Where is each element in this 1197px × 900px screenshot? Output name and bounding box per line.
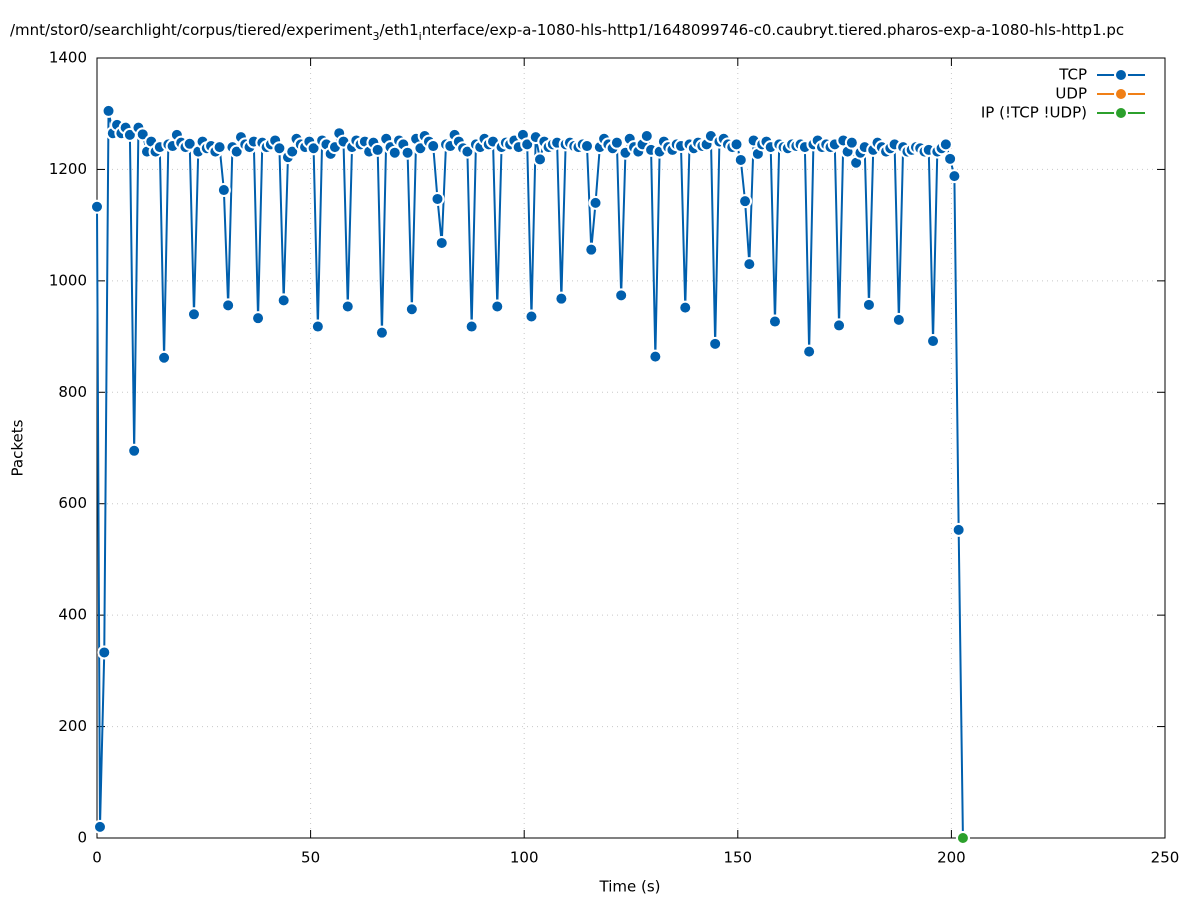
- title-part: /mnt/stor0/searchlight/corpus/tiered/exp…: [10, 21, 373, 39]
- data-point: [533, 152, 548, 167]
- data-point: [861, 297, 876, 312]
- y-tick-label: 800: [58, 383, 87, 401]
- title-part: 3: [372, 30, 379, 43]
- x-tick-label: 200: [937, 849, 966, 867]
- data-point: [157, 350, 172, 365]
- data-point: [584, 242, 599, 257]
- legend-label: UDP: [1055, 85, 1087, 103]
- data-point: [276, 293, 291, 308]
- data-point: [251, 311, 266, 326]
- data-point: [434, 235, 449, 250]
- data-point: [182, 136, 197, 151]
- data-point: [588, 195, 603, 210]
- x-axis-label: Time (s): [599, 878, 661, 896]
- data-point: [767, 314, 782, 329]
- data-point: [733, 152, 748, 167]
- data-point: [90, 199, 104, 214]
- data-point: [678, 300, 693, 315]
- data-point: [579, 139, 594, 154]
- data-point: [738, 194, 753, 209]
- x-tick-label: 0: [92, 849, 102, 867]
- y-tick-label: 1400: [49, 49, 87, 67]
- data-point: [648, 349, 663, 364]
- title-part: i: [419, 30, 422, 43]
- y-tick-label: 600: [58, 494, 87, 512]
- data-point: [490, 299, 505, 314]
- data-point: [97, 645, 112, 660]
- data-point: [404, 302, 419, 317]
- plot-border: [96, 57, 1166, 839]
- data-point: [92, 819, 107, 834]
- series-line: [96, 110, 964, 839]
- y-tick-label: 0: [77, 829, 87, 847]
- data-point: [955, 831, 970, 845]
- x-tick-label: 50: [301, 849, 320, 867]
- data-point: [742, 257, 757, 272]
- data-point: [127, 443, 142, 458]
- data-point: [708, 336, 723, 351]
- data-point: [524, 309, 539, 324]
- x-tick-label: 150: [723, 849, 752, 867]
- x-tick-label: 100: [510, 849, 539, 867]
- data-point: [272, 141, 287, 156]
- data-point: [844, 135, 859, 150]
- legend-label: IP (!TCP !UDP): [981, 104, 1087, 122]
- data-point: [614, 288, 629, 303]
- data-point: [221, 298, 236, 313]
- y-tick-label: 1000: [49, 271, 87, 289]
- data-point: [729, 137, 744, 152]
- data-point: [340, 299, 355, 314]
- data-point: [832, 318, 847, 333]
- data-point: [609, 135, 624, 150]
- data-point: [430, 191, 445, 206]
- data-point: [310, 319, 325, 334]
- data-point: [186, 307, 201, 322]
- legend-label: TCP: [1058, 66, 1087, 84]
- legend-marker: [1114, 87, 1128, 101]
- data-point: [464, 319, 479, 334]
- legend-marker: [1114, 68, 1128, 82]
- x-tick-label: 250: [1151, 849, 1180, 867]
- y-tick-label: 200: [58, 717, 87, 735]
- y-tick-label: 1200: [49, 160, 87, 178]
- data-point: [426, 139, 441, 154]
- data-point: [951, 522, 966, 537]
- data-point: [400, 145, 415, 160]
- data-point: [639, 129, 654, 143]
- data-point: [938, 137, 953, 152]
- data-point: [101, 103, 116, 118]
- y-axis-label: Packets: [9, 419, 27, 476]
- data-point: [947, 169, 962, 184]
- data-point: [370, 142, 385, 157]
- chart-title: /mnt/stor0/searchlight/corpus/tiered/exp…: [10, 21, 1124, 43]
- title-part: nterface/exp-a-1080-hls-http1/1648099746…: [422, 21, 1124, 39]
- legend-marker: [1114, 106, 1128, 120]
- data-point: [216, 183, 231, 198]
- data-point: [374, 325, 389, 340]
- data-point: [802, 344, 817, 359]
- data-point: [891, 312, 906, 327]
- data-point: [943, 151, 958, 166]
- title-part: /eth1: [379, 21, 418, 39]
- data-point: [306, 141, 321, 156]
- data-point: [554, 291, 569, 306]
- data-point: [926, 334, 941, 349]
- data-point: [212, 140, 227, 155]
- y-tick-label: 400: [58, 606, 87, 624]
